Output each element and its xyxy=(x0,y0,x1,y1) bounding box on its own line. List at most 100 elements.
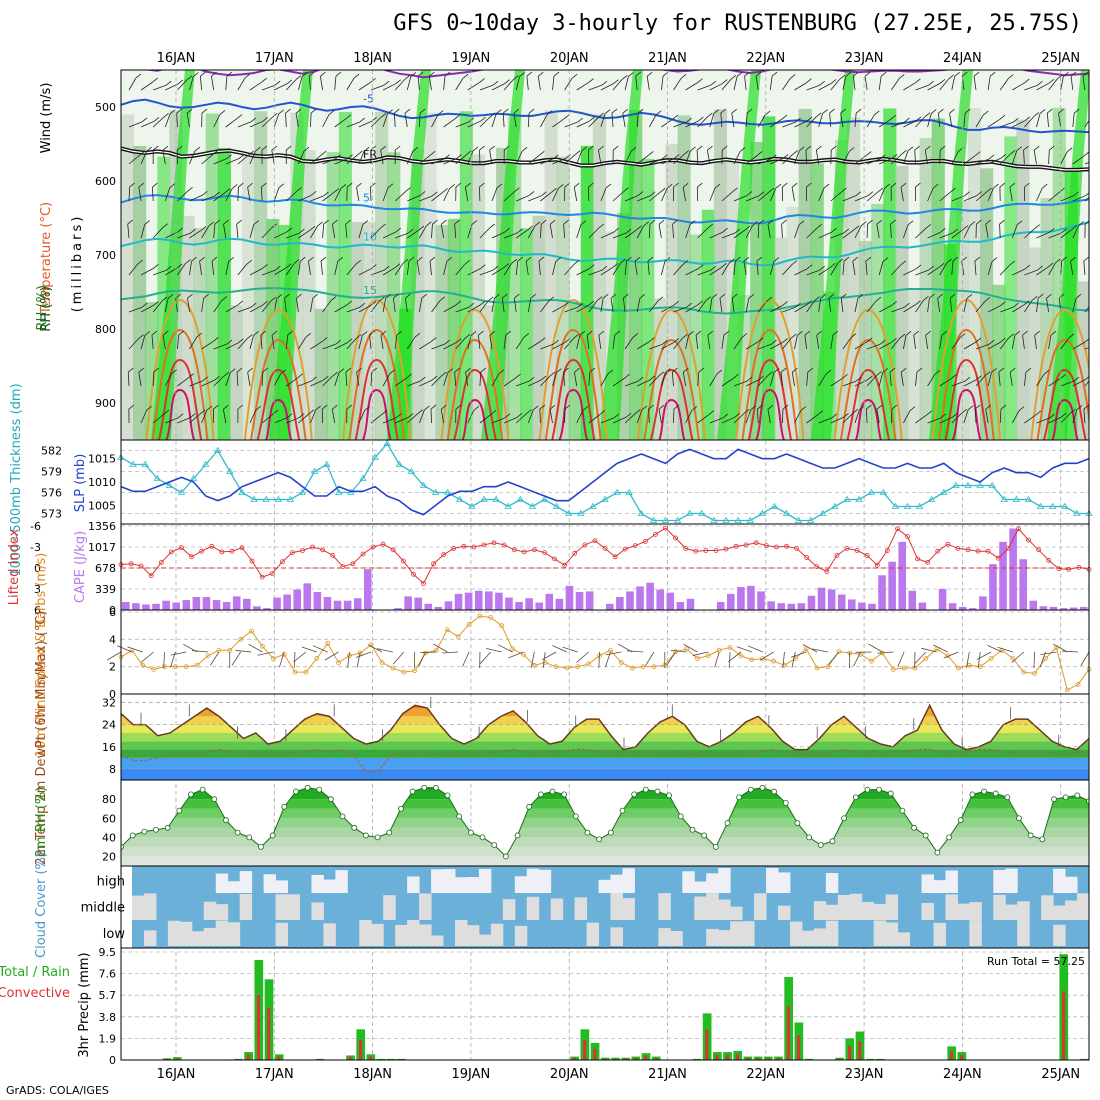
wind-barb-tick xyxy=(345,219,351,225)
wind-barb-tick xyxy=(634,256,641,262)
wind-barb-tick xyxy=(646,71,653,77)
thickness-marker xyxy=(286,495,295,502)
wind-barb-tick xyxy=(333,188,340,193)
wind-barb xyxy=(1036,266,1049,276)
li-marker xyxy=(804,555,810,560)
wind-barb xyxy=(685,82,698,91)
wind-barb-tick xyxy=(262,301,268,306)
wind-barb xyxy=(1072,155,1085,165)
wind-barb xyxy=(345,372,348,387)
wind-barb-tick xyxy=(558,183,564,189)
wind-barb-tick xyxy=(612,145,619,151)
li-marker xyxy=(884,548,890,553)
wind-barb xyxy=(128,263,139,276)
wind-barb xyxy=(562,646,578,653)
wind-barb xyxy=(999,78,1009,91)
wind-barb-tick xyxy=(976,219,982,225)
wind-marker xyxy=(357,650,363,656)
wind-barb-tick xyxy=(489,330,496,336)
wind-barb-tick xyxy=(713,109,720,114)
wind-barb xyxy=(164,187,171,202)
wind-barb xyxy=(709,187,716,202)
wind-marker xyxy=(640,664,646,670)
wind-barb xyxy=(842,261,845,276)
cape-bar xyxy=(293,589,301,610)
wind-barb xyxy=(719,298,723,313)
cape-bar xyxy=(132,603,140,610)
wind-barb-tick xyxy=(504,227,510,233)
rh-band xyxy=(677,115,691,440)
wind-barb-tick xyxy=(394,108,400,114)
wind-barb-tick xyxy=(880,339,886,345)
wind-barb-tick xyxy=(795,117,801,123)
wind-barb-tick xyxy=(440,404,447,410)
cloud-middle-cell xyxy=(287,894,300,920)
wind-barb xyxy=(1083,409,1086,424)
wind-barb-tick xyxy=(284,293,290,299)
wind-barb xyxy=(1024,269,1038,276)
warm-contour xyxy=(158,358,203,440)
li-tick--3: -3 xyxy=(30,541,41,554)
thickness-marker xyxy=(758,509,767,516)
wind-barb xyxy=(866,343,881,350)
thickness-marker xyxy=(419,481,428,488)
precip-tick-7.6: 7.6 xyxy=(99,968,117,981)
thickness-marker xyxy=(589,502,597,509)
wind-barb xyxy=(563,372,565,387)
wind-barb-tick xyxy=(305,332,312,338)
wind-barb xyxy=(286,417,300,424)
rh-band xyxy=(121,114,135,440)
wind-barb xyxy=(1024,300,1033,313)
wind-barb-tick xyxy=(169,183,176,189)
wind-barb-tick xyxy=(682,260,689,265)
wind-barb xyxy=(370,269,385,276)
wind-barb-tick xyxy=(732,187,738,193)
wind-barb xyxy=(673,154,685,165)
wind-barb-tick xyxy=(406,373,412,379)
wind-barb-tick xyxy=(946,258,953,264)
temp-bands xyxy=(121,705,1089,780)
wind-barb xyxy=(324,651,339,661)
wind-barb-tick xyxy=(141,302,148,308)
wind-barb xyxy=(949,298,953,313)
wind-barb-tick xyxy=(1049,145,1055,151)
wind-barb-tick xyxy=(662,339,668,345)
wind-barb xyxy=(818,187,825,202)
warm-contour xyxy=(1042,368,1087,440)
wind-barb xyxy=(937,298,941,313)
wind-barb xyxy=(222,409,227,424)
wind-barb-tick xyxy=(359,302,366,308)
thickness-marker xyxy=(141,460,149,467)
wind-barb xyxy=(1039,651,1046,668)
wind-barb-tick xyxy=(553,154,559,160)
wind-barb xyxy=(153,84,167,91)
wind-barb-tick xyxy=(285,145,292,151)
wind-barb xyxy=(310,112,312,128)
wind-barb xyxy=(298,336,307,350)
li-marker xyxy=(390,547,396,553)
wind-barb xyxy=(455,306,469,313)
thickness-marker xyxy=(177,488,186,495)
wind-barb xyxy=(806,414,819,424)
rh-marker xyxy=(549,788,556,795)
wind-marker xyxy=(814,665,820,671)
wind-barb-tick xyxy=(274,80,281,86)
rh-marker xyxy=(467,829,474,836)
wind-barb-tick xyxy=(768,187,775,193)
wind-barb-tick xyxy=(574,367,580,373)
wind-barb-tick xyxy=(322,337,328,342)
wind-barb-tick xyxy=(335,71,342,77)
wind-barb-tick xyxy=(880,71,887,77)
wind-marker xyxy=(542,660,548,665)
rh-band xyxy=(121,818,1089,828)
wind-barb-tick xyxy=(346,182,353,188)
wind-barb-tick xyxy=(167,293,174,299)
wind-barb-tick xyxy=(200,71,206,77)
rh-marker xyxy=(188,791,194,798)
wind-barb-tick xyxy=(746,191,753,196)
wind-barb-tick xyxy=(514,293,520,299)
wind-barb-tick xyxy=(1083,256,1089,262)
wind-barb xyxy=(140,409,148,424)
li-marker xyxy=(1066,567,1072,572)
wind-barb xyxy=(527,225,536,239)
